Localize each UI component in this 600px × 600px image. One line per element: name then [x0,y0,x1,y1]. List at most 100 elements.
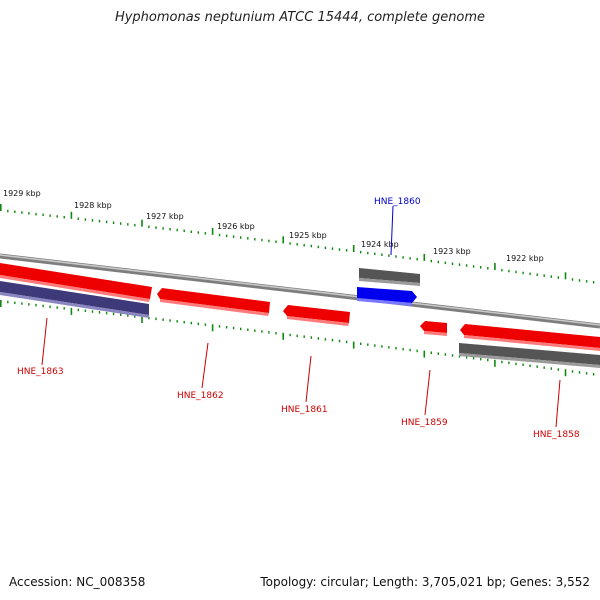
minor-tick [268,239,270,243]
minor-tick [557,368,559,371]
minor-tick [268,331,270,334]
gene-label-hne-1862[interactable]: HNE_1862 [177,391,224,401]
minor-tick [120,313,122,316]
minor-tick [331,338,334,342]
minor-tick [437,352,439,355]
minor-tick [416,349,418,353]
minor-tick [247,328,249,331]
gene-label-hne-1859[interactable]: HNE_1859 [401,418,448,428]
minor-tick [190,321,192,325]
kbp-label-1925: 1925 kbp [289,231,327,240]
minor-tick [21,302,23,305]
minor-tick [437,260,439,264]
major-tick [282,236,284,244]
footer-accession: Accession: NC_008358 [9,575,146,589]
minor-tick [35,303,37,307]
minor-tick [105,220,108,224]
minor-tick [261,238,263,242]
minor-tick [148,316,150,320]
minor-tick [169,228,171,231]
minor-tick [480,357,482,361]
minor-tick [317,337,319,340]
minor-tick [501,360,503,364]
minor-tick [395,347,397,350]
minor-tick [345,340,348,344]
minor-tick [585,372,588,375]
minor-tick [543,274,545,277]
minor-tick [240,236,242,239]
minor-tick [374,344,376,347]
minor-tick [381,345,383,348]
minor-tick [112,312,115,316]
minor-tick [289,242,291,245]
minor-tick [508,361,510,365]
minor-tick [472,265,475,268]
minor-tick [91,310,94,313]
gene-hne-1862[interactable] [157,288,270,313]
minor-tick [183,229,185,233]
minor-tick [14,301,16,305]
minor-tick [240,327,242,331]
minor-tick [254,329,256,332]
minor-tick [275,240,277,243]
minor-tick [84,218,87,221]
minor-tick [381,253,383,256]
minor-tick [225,326,228,329]
gene-label-hne-1861[interactable]: HNE_1861 [281,405,328,415]
minor-tick [444,353,447,356]
footer-stats: Topology: circular; Length: 3,705,021 bp… [260,575,590,589]
minor-tick [444,261,447,265]
minor-tick [571,370,574,373]
minor-tick [592,373,595,376]
minor-tick [28,212,30,215]
minor-tick [324,338,327,341]
gene-label-hne-1863[interactable]: HNE_1863 [17,367,64,377]
minor-tick [127,223,129,226]
minor-tick [536,273,538,276]
minor-tick [105,311,108,315]
gene-hne-1859[interactable] [420,321,447,333]
minor-tick [169,319,171,322]
minor-tick [508,269,510,273]
gene-grey-feature[interactable] [459,343,600,365]
minor-tick [49,214,51,217]
minor-tick [7,300,9,304]
gene-label-hne-1860[interactable]: HNE_1860 [374,197,421,207]
gene-hne-1863[interactable] [0,263,152,299]
gene-hne-1861[interactable] [283,305,350,323]
minor-tick [247,237,249,240]
gene-hne-1860[interactable] [357,287,417,303]
kbp-label-1926: 1926 kbp [217,222,255,231]
minor-tick [134,223,136,227]
gene-hne-1858[interactable] [460,324,600,348]
minor-tick [515,270,517,274]
kbp-label-1929: 1929 kbp [3,189,41,198]
minor-tick [338,339,341,343]
major-tick [423,350,426,358]
major-tick [141,219,143,227]
minor-tick [409,257,411,260]
inner-tick-ring [0,300,595,377]
minor-tick [557,276,559,279]
minor-tick [550,367,552,370]
major-tick [0,300,2,307]
minor-tick [162,227,164,230]
minor-tick [374,252,376,256]
minor-tick [197,231,199,234]
major-tick [70,211,73,219]
major-tick [494,359,496,367]
kbp-label-1928: 1928 kbp [74,201,112,210]
minor-tick [14,210,16,213]
minor-tick [360,250,362,254]
minor-tick [367,343,369,346]
minor-tick [543,366,545,369]
minor-tick [63,216,65,219]
major-tick [564,369,567,377]
minor-tick [183,320,185,324]
minor-tick [148,225,150,228]
minor-tick [225,234,228,238]
minor-tick [162,318,164,321]
minor-tick [289,333,291,337]
gene-label-hne-1858[interactable]: HNE_1858 [533,430,580,440]
gene-purple-feature[interactable] [0,281,149,315]
